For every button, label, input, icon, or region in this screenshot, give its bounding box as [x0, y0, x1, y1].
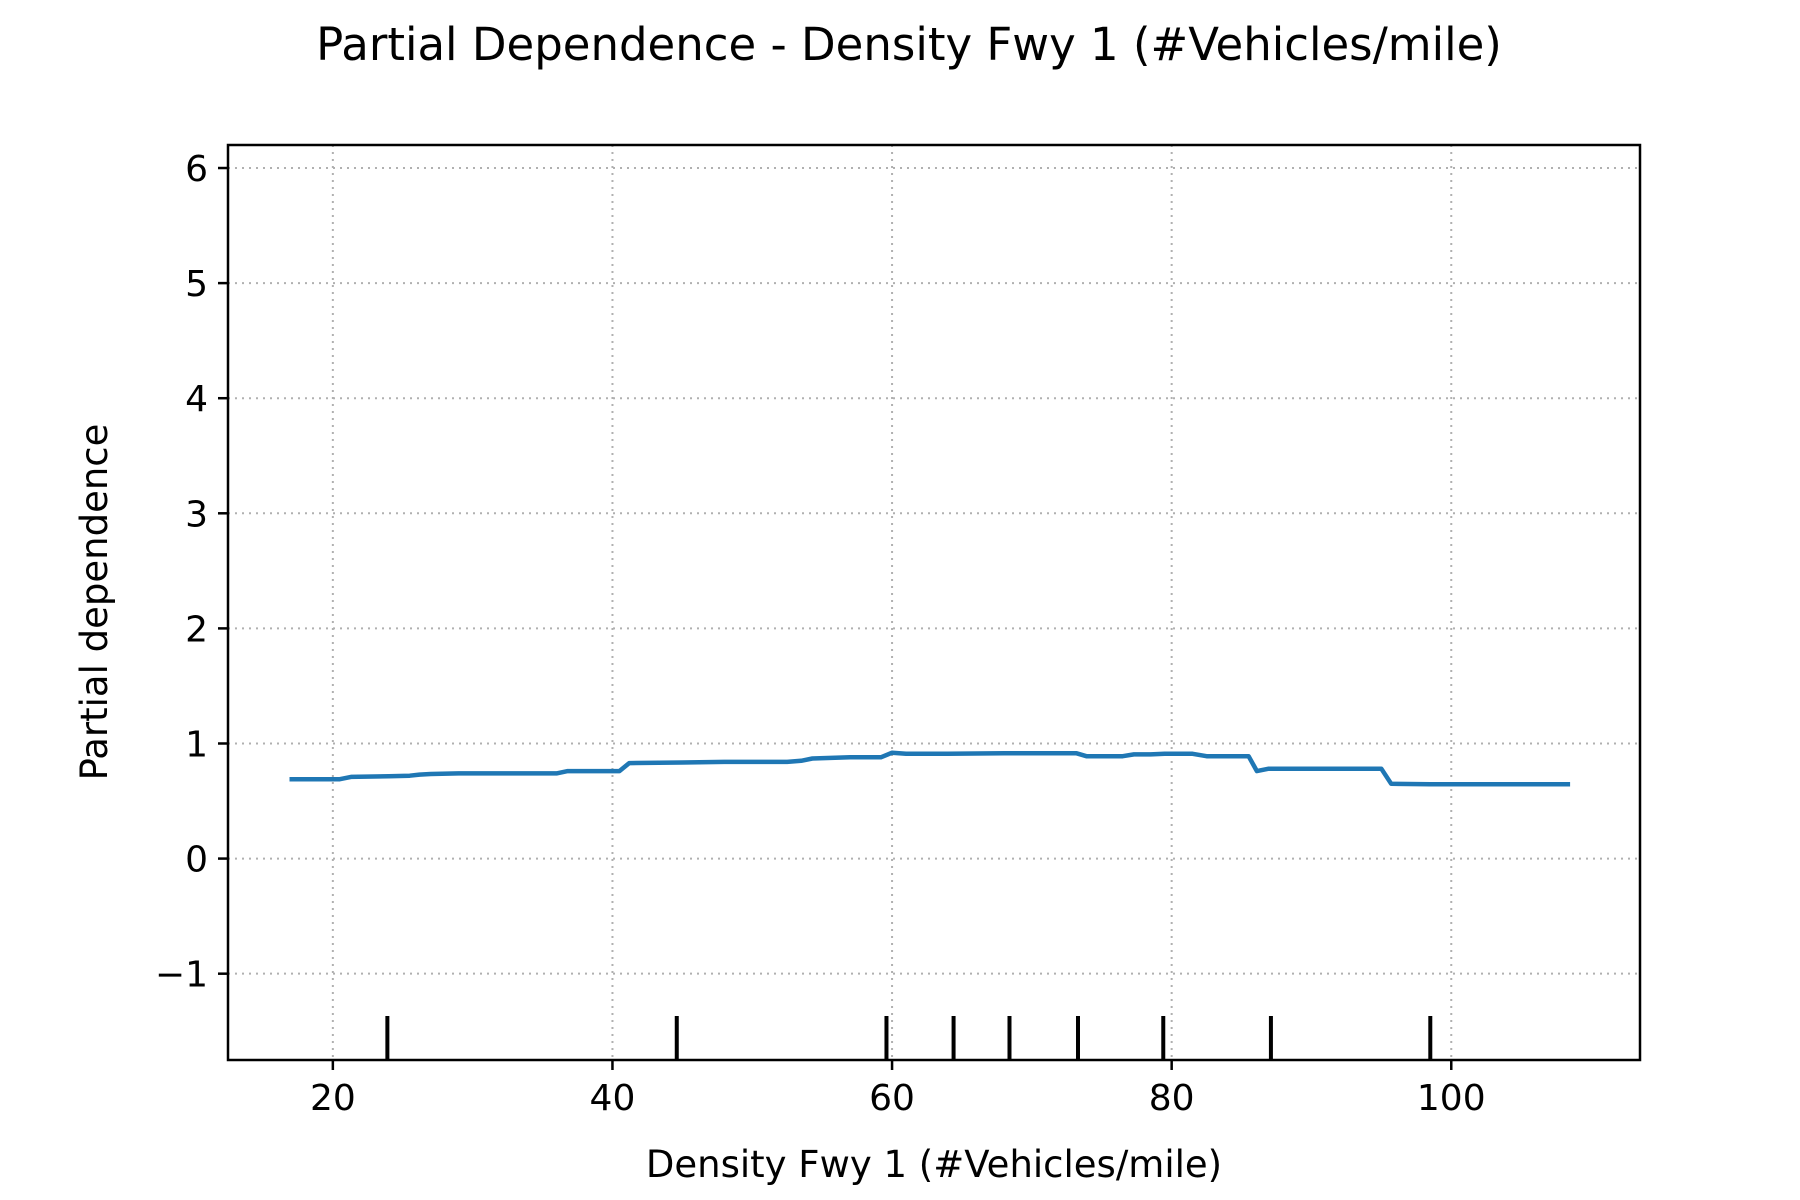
x-axis-ticks: 20 40 60 80 100 — [310, 1060, 1486, 1119]
y-tick-label: 3 — [185, 494, 208, 535]
y-axis-label: Partial dependence — [73, 424, 116, 781]
y-tick-label: 0 — [185, 840, 208, 881]
chart-title: Partial Dependence - Density Fwy 1 (#Veh… — [316, 18, 1502, 71]
plot-area-frame — [226, 143, 1642, 1062]
y-tick-label: −1 — [155, 955, 208, 996]
rug-marks — [385, 1016, 1433, 1060]
y-tick-label: 2 — [185, 609, 208, 650]
partial-dependence-line — [289, 750, 1571, 787]
y-tick-label: 4 — [185, 379, 208, 420]
x-tick-label: 40 — [590, 1078, 636, 1119]
x-tick-label: 100 — [1417, 1078, 1486, 1119]
y-axis-ticks: −1 0 1 2 3 4 5 6 — [155, 149, 228, 996]
y-tick-label: 1 — [185, 724, 208, 765]
x-tick-label: 20 — [310, 1078, 356, 1119]
x-tick-label: 80 — [1149, 1078, 1195, 1119]
y-tick-label: 5 — [185, 264, 208, 305]
grid-lines — [228, 145, 1640, 1060]
x-tick-label: 60 — [869, 1078, 915, 1119]
x-axis-label: Density Fwy 1 (#Vehicles/mile) — [646, 1143, 1222, 1186]
y-tick-label: 6 — [185, 149, 208, 190]
